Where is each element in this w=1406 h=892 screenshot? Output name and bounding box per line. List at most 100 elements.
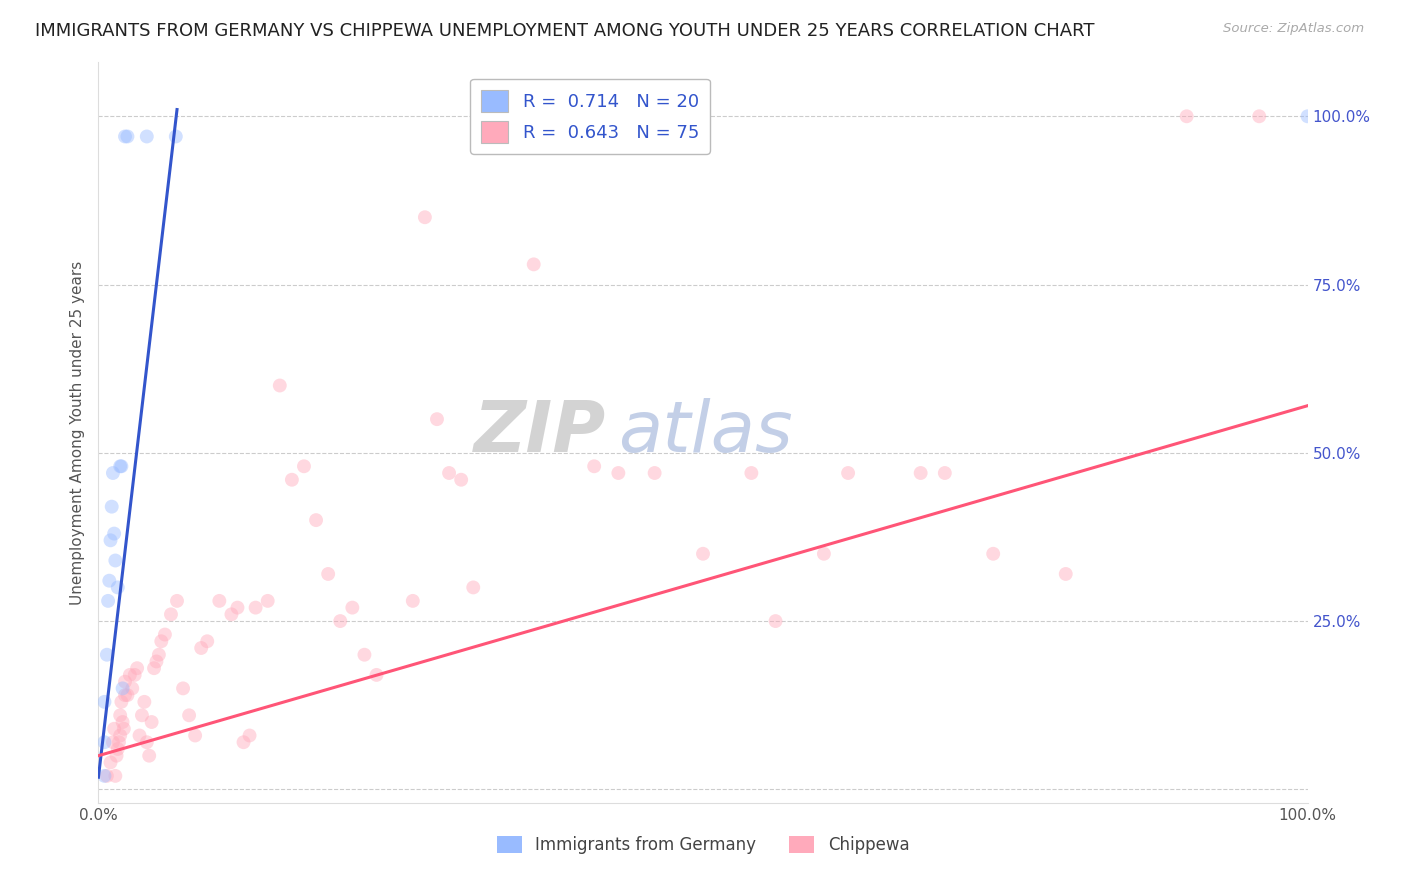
Point [184, 729, 207, 743]
Point [110, 695, 132, 709]
Point [195, 634, 218, 648]
Point [413, 211, 436, 225]
Point [245, 600, 267, 615]
Point [108, 459, 131, 474]
Point [1054, 566, 1077, 581]
Point [107, 581, 129, 595]
Point [292, 459, 315, 474]
Y-axis label: Unemployment Among Youth under 25 years: Unemployment Among Youth under 25 years [70, 260, 86, 605]
Point [112, 722, 135, 736]
Point [117, 688, 139, 702]
Point [463, 581, 485, 595]
Point [910, 466, 932, 480]
Point [100, 756, 122, 770]
Point [740, 466, 762, 480]
Point [127, 661, 149, 675]
Point [160, 607, 183, 622]
Point [100, 533, 122, 548]
Point [1296, 109, 1319, 123]
Text: atlas: atlas [619, 398, 793, 467]
Point [117, 129, 139, 144]
Point [143, 661, 166, 675]
Point [134, 695, 156, 709]
Point [135, 735, 157, 749]
Point [342, 600, 364, 615]
Point [607, 466, 630, 480]
Point [104, 553, 127, 567]
Point [103, 722, 125, 736]
Point [97, 594, 120, 608]
Point [98, 574, 121, 588]
Point [153, 627, 176, 641]
Point [837, 466, 859, 480]
Point [148, 648, 170, 662]
Point [93, 769, 115, 783]
Point [172, 681, 194, 696]
Point [108, 729, 131, 743]
Point [269, 378, 291, 392]
Point [239, 729, 262, 743]
Point [101, 735, 124, 749]
Point [221, 607, 243, 622]
Point [1249, 109, 1271, 123]
Point [437, 466, 460, 480]
Point [166, 594, 188, 608]
Point [108, 708, 131, 723]
Point [103, 526, 125, 541]
Point [121, 681, 143, 696]
Point [141, 714, 163, 729]
Point [583, 459, 606, 474]
Point [366, 668, 388, 682]
Point [305, 513, 328, 527]
Point [114, 674, 136, 689]
Point [124, 668, 146, 682]
Point [692, 547, 714, 561]
Point [353, 648, 375, 662]
Point [114, 688, 136, 702]
Point [96, 648, 118, 662]
Point [281, 473, 304, 487]
Point [190, 640, 212, 655]
Point [150, 634, 173, 648]
Point [128, 729, 150, 743]
Point [108, 735, 131, 749]
Point [93, 735, 115, 749]
Point [226, 600, 249, 615]
Point [232, 735, 254, 749]
Point [105, 748, 128, 763]
Point [93, 695, 115, 709]
Point [111, 681, 134, 696]
Point [138, 748, 160, 763]
Point [145, 655, 167, 669]
Point [165, 129, 187, 144]
Point [110, 459, 132, 474]
Point [104, 769, 127, 783]
Point [644, 466, 666, 480]
Text: Source: ZipAtlas.com: Source: ZipAtlas.com [1223, 22, 1364, 36]
Point [329, 614, 352, 628]
Point [934, 466, 956, 480]
Text: IMMIGRANTS FROM GERMANY VS CHIPPEWA UNEMPLOYMENT AMONG YOUTH UNDER 25 YEARS CORR: IMMIGRANTS FROM GERMANY VS CHIPPEWA UNEM… [35, 22, 1095, 40]
Point [256, 594, 278, 608]
Point [131, 708, 153, 723]
Point [450, 473, 472, 487]
Point [523, 257, 546, 271]
Point [114, 129, 136, 144]
Point [135, 129, 157, 144]
Point [1175, 109, 1198, 123]
Point [208, 594, 231, 608]
Point [101, 466, 124, 480]
Point [981, 547, 1004, 561]
Point [107, 742, 129, 756]
Point [426, 412, 449, 426]
Point [316, 566, 339, 581]
Point [111, 714, 134, 729]
Text: ZIP: ZIP [474, 398, 606, 467]
Point [813, 547, 835, 561]
Legend: Immigrants from Germany, Chippewa: Immigrants from Germany, Chippewa [491, 830, 915, 861]
Point [765, 614, 787, 628]
Point [100, 500, 122, 514]
Point [179, 708, 201, 723]
Point [118, 668, 141, 682]
Point [402, 594, 425, 608]
